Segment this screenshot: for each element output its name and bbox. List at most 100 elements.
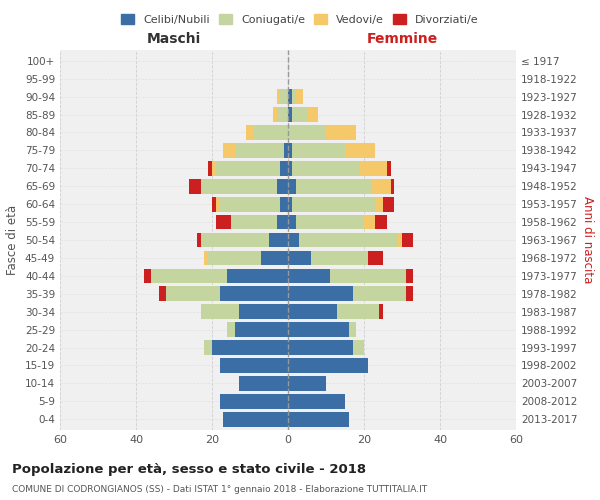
Bar [296,179,371,194]
Bar [216,161,280,176]
Y-axis label: Fasce di età: Fasce di età [7,205,19,275]
Bar [288,197,292,212]
Bar [288,376,326,390]
Bar [280,90,288,104]
Bar [151,268,227,283]
Bar [227,268,288,283]
Bar [296,90,303,104]
Bar [288,107,292,122]
Bar [280,161,288,176]
Bar [208,161,212,176]
Bar [220,394,288,408]
Bar [349,322,356,337]
Bar [292,107,307,122]
Bar [277,214,288,230]
Bar [360,161,387,176]
Bar [205,340,212,355]
Bar [288,161,292,176]
Bar [277,179,288,194]
Bar [220,358,288,373]
Bar [330,268,406,283]
Bar [143,268,151,283]
Bar [216,214,231,230]
Bar [284,143,288,158]
Bar [200,179,277,194]
Bar [212,197,216,212]
Bar [376,197,383,212]
Bar [288,286,353,301]
Bar [406,286,413,301]
Bar [406,268,413,283]
Bar [208,250,262,266]
Bar [391,179,394,194]
Legend: Celibi/Nubili, Coniugati/e, Vedovi/e, Divorziati/e: Celibi/Nubili, Coniugati/e, Vedovi/e, Di… [118,10,482,28]
Bar [371,179,391,194]
Bar [364,214,376,230]
Bar [296,214,364,230]
Text: Maschi: Maschi [147,32,201,46]
Bar [288,268,330,283]
Bar [235,143,284,158]
Bar [212,161,216,176]
Bar [288,125,326,140]
Bar [299,232,398,248]
Bar [288,232,299,248]
Bar [235,322,288,337]
Bar [288,179,296,194]
Bar [353,286,406,301]
Bar [223,143,235,158]
Bar [368,250,383,266]
Bar [200,232,269,248]
Bar [376,214,387,230]
Bar [246,125,254,140]
Bar [220,197,280,212]
Bar [379,304,383,319]
Bar [205,250,208,266]
Bar [288,304,337,319]
Text: Femmine: Femmine [367,32,437,46]
Bar [189,179,200,194]
Bar [197,232,200,248]
Bar [200,304,239,319]
Bar [307,107,319,122]
Bar [269,232,288,248]
Bar [288,90,292,104]
Y-axis label: Anni di nascita: Anni di nascita [581,196,594,284]
Bar [288,322,349,337]
Bar [212,340,288,355]
Bar [337,304,379,319]
Bar [288,358,368,373]
Bar [288,143,292,158]
Bar [345,143,376,158]
Bar [387,161,391,176]
Bar [239,304,288,319]
Bar [292,197,376,212]
Bar [262,250,288,266]
Text: Popolazione per età, sesso e stato civile - 2018: Popolazione per età, sesso e stato civil… [12,462,366,475]
Bar [292,143,345,158]
Bar [166,286,220,301]
Bar [402,232,413,248]
Bar [398,232,402,248]
Bar [220,286,288,301]
Bar [223,412,288,426]
Bar [311,250,368,266]
Bar [288,340,353,355]
Bar [159,286,166,301]
Bar [254,125,288,140]
Bar [288,394,345,408]
Bar [353,340,364,355]
Bar [277,107,288,122]
Bar [239,376,288,390]
Bar [383,197,394,212]
Text: COMUNE DI CODRONGIANOS (SS) - Dati ISTAT 1° gennaio 2018 - Elaborazione TUTTITAL: COMUNE DI CODRONGIANOS (SS) - Dati ISTAT… [12,485,427,494]
Bar [273,107,277,122]
Bar [288,214,296,230]
Bar [326,125,356,140]
Bar [216,197,220,212]
Bar [227,322,235,337]
Bar [231,214,277,230]
Bar [292,90,296,104]
Bar [277,90,280,104]
Bar [292,161,360,176]
